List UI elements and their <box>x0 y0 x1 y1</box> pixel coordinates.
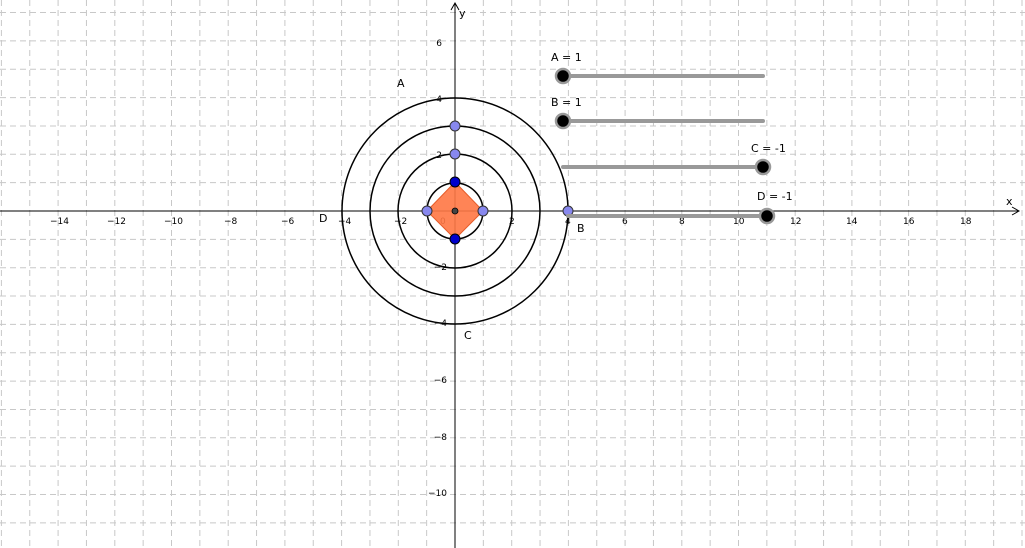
y-tick-labels: 6 4 2 −2 −4 −6 −8 −10 <box>428 39 447 499</box>
slider-c-handle[interactable] <box>754 158 772 176</box>
slider-b-caption: B = 1 <box>551 96 582 109</box>
x-tick-label: −12 <box>107 217 126 227</box>
slider-c-caption: C = -1 <box>751 142 786 155</box>
x-axis-arrow-icon <box>1011 206 1021 216</box>
x-tick-label: −2 <box>394 217 407 227</box>
x-tick-label: 6 <box>622 217 628 227</box>
x-tick-label: 12 <box>790 217 801 227</box>
x-tick-label: −14 <box>50 217 69 227</box>
point-top-r3[interactable] <box>449 120 461 132</box>
slider-a-caption: A = 1 <box>551 51 582 64</box>
point-top-r2[interactable] <box>449 148 461 160</box>
x-tick-label: 8 <box>679 217 685 227</box>
y-tick-label: −2 <box>434 263 447 273</box>
x-tick-label: 18 <box>960 217 972 227</box>
x-tick-label: −4 <box>338 217 352 227</box>
y-tick-label: −4 <box>434 319 448 329</box>
x-tick-label: −8 <box>224 217 238 227</box>
y-tick-label: −8 <box>434 433 448 443</box>
slider-c[interactable]: C = -1 <box>561 142 786 176</box>
circle-label-c: C <box>464 329 472 342</box>
slider-b-handle[interactable] <box>554 112 572 130</box>
slider-d[interactable]: D = -1 <box>566 190 793 225</box>
x-tick-label: −10 <box>164 217 183 227</box>
x-tick-label: 16 <box>903 217 915 227</box>
x-tick-label: 2 <box>509 217 515 227</box>
x-tick-label: 10 <box>733 217 745 227</box>
slider-d-caption: D = -1 <box>757 190 793 203</box>
slider-a-handle[interactable] <box>554 67 572 85</box>
y-axis-label: y <box>459 7 466 20</box>
point-bottom-r1[interactable] <box>449 233 461 245</box>
y-tick-label: 4 <box>436 95 442 105</box>
circle-label-d: D <box>319 212 327 225</box>
slider-d-handle[interactable] <box>758 207 776 225</box>
point-origin[interactable] <box>451 207 459 215</box>
y-tick-label: −10 <box>428 489 447 499</box>
point-top-r1[interactable] <box>449 176 461 188</box>
x-tick-label: 14 <box>846 217 858 227</box>
y-axis-arrow-icon <box>450 1 460 11</box>
y-tick-label: 6 <box>436 39 442 49</box>
circle-label-b: B <box>577 222 585 235</box>
point-right-r1[interactable] <box>477 205 489 217</box>
slider-b[interactable]: B = 1 <box>551 96 765 130</box>
y-tick-label: −6 <box>434 376 448 386</box>
slider-a[interactable]: A = 1 <box>551 51 765 85</box>
x-axis-label: x <box>1006 195 1013 208</box>
point-left-r1[interactable] <box>421 205 433 217</box>
x-tick-label: −6 <box>281 217 295 227</box>
circle-label-a: A <box>397 77 405 90</box>
